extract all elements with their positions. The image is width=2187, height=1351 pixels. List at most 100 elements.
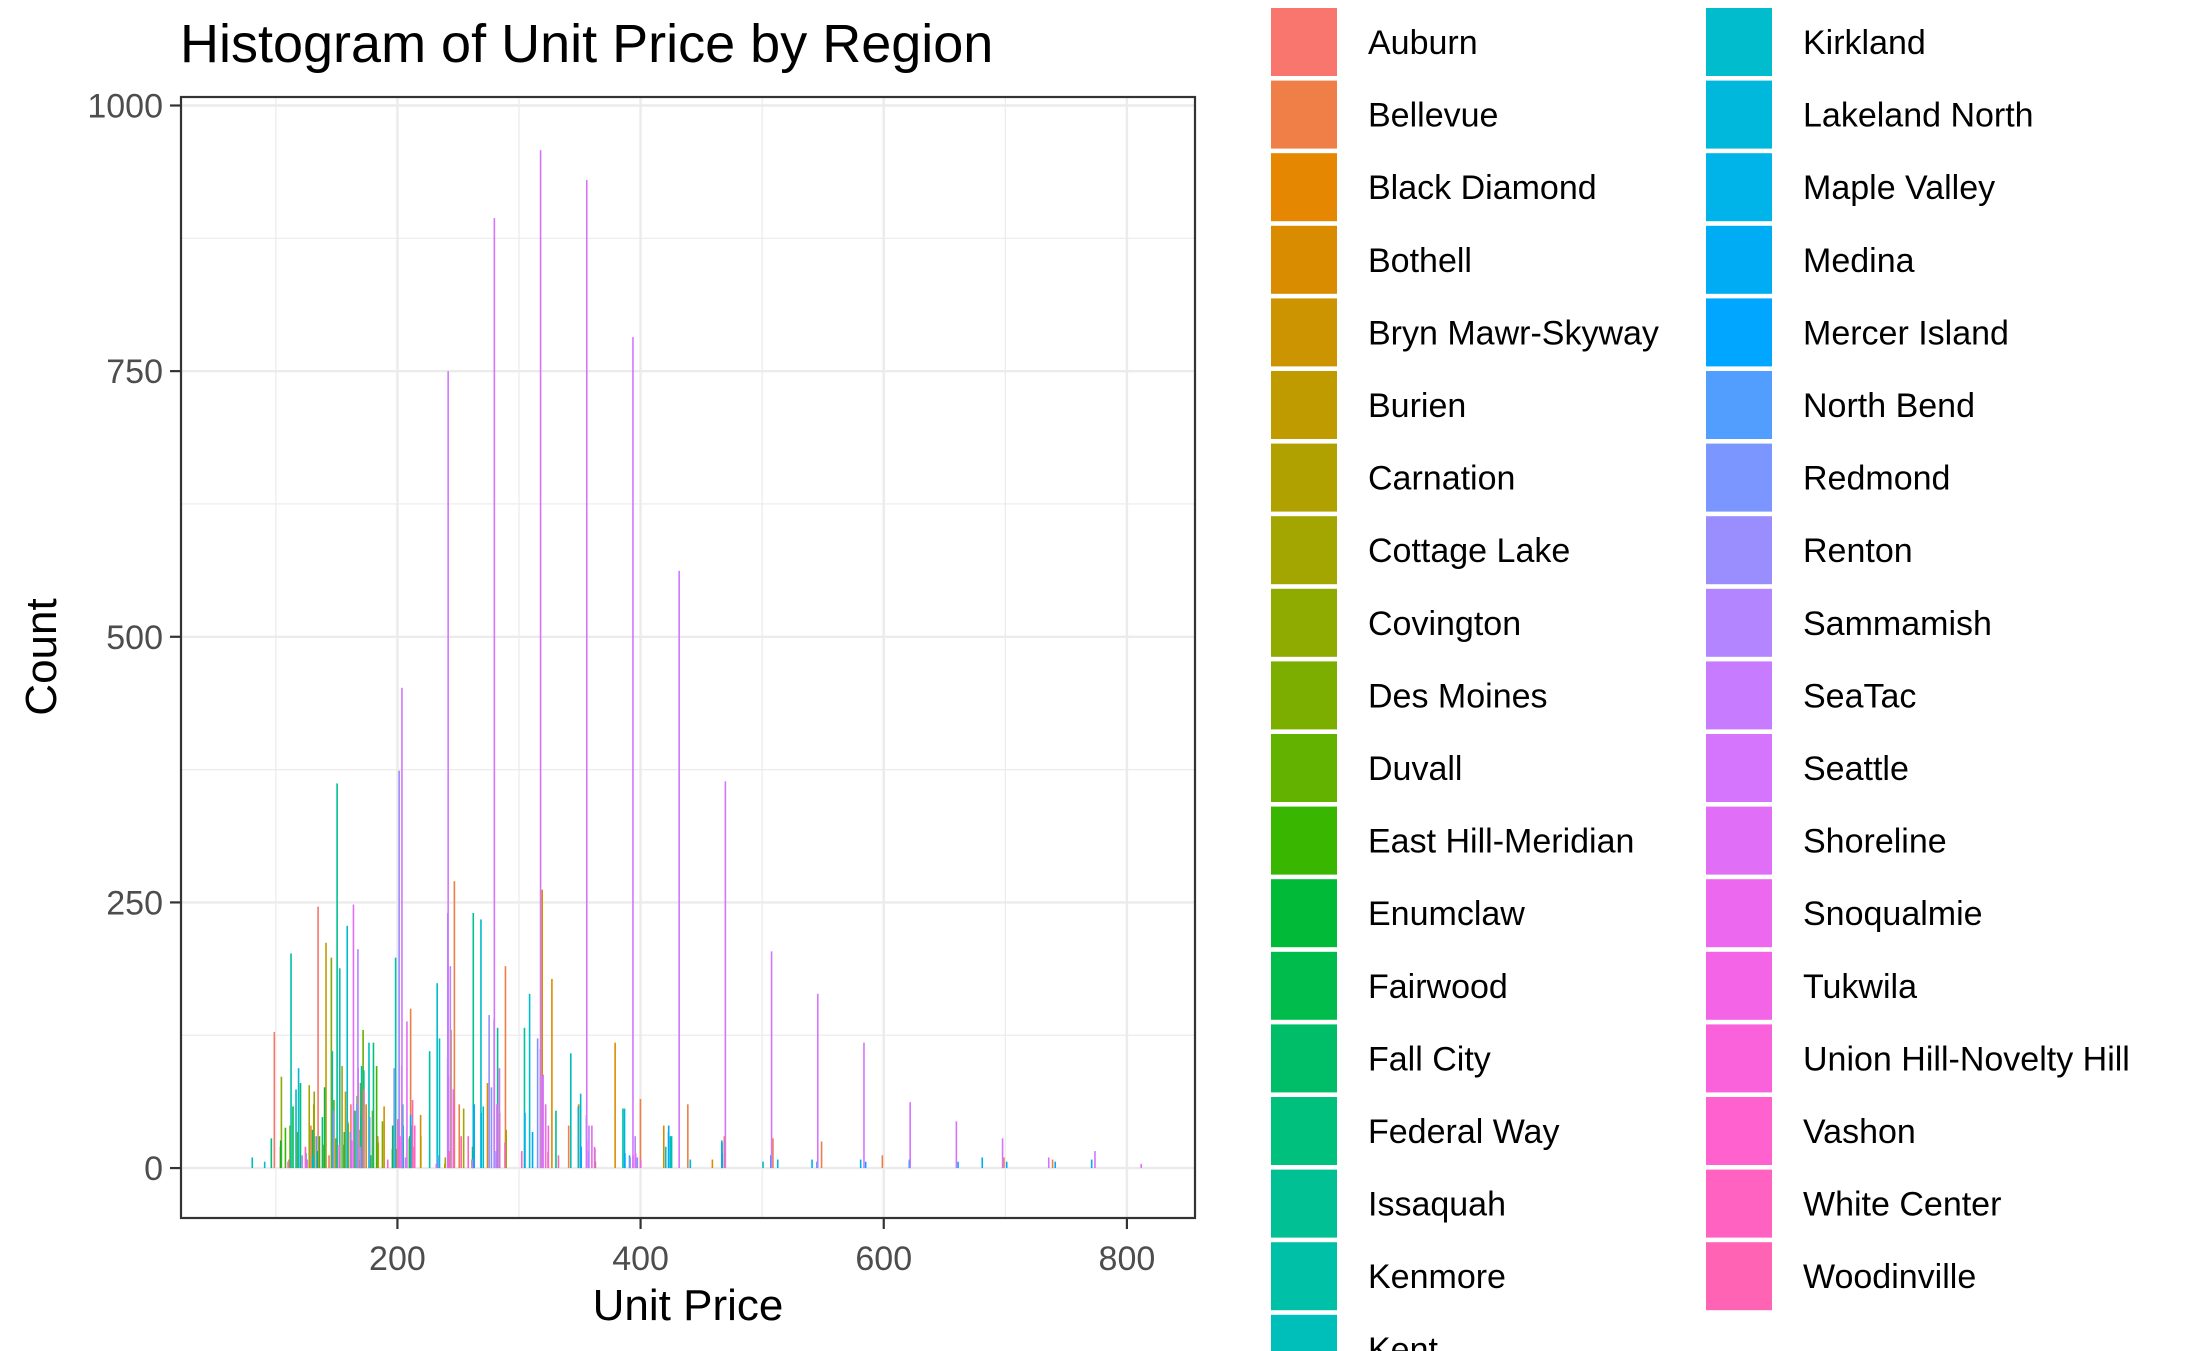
histogram-bar <box>467 1136 470 1169</box>
legend-key <box>1706 80 1772 149</box>
x-axis: 200 400 600 800 <box>369 1218 1155 1278</box>
legend-key <box>1271 1169 1337 1238</box>
histogram-bar <box>393 1068 395 1169</box>
legend-label: Fairwood <box>1368 968 1508 1006</box>
histogram-bar <box>567 1125 570 1169</box>
legend-key <box>1271 516 1337 585</box>
legend-label: Redmond <box>1803 460 1950 498</box>
histogram-bar <box>350 1140 353 1169</box>
histogram-bar <box>343 1131 346 1169</box>
legend-label: Mercer Island <box>1803 314 2009 352</box>
histogram-bar <box>639 1098 642 1169</box>
y-tick-label: 750 <box>106 353 163 391</box>
histogram-bar <box>306 1159 308 1169</box>
histogram-bar <box>368 1042 370 1169</box>
histogram-bar <box>480 919 482 1169</box>
histogram-bar <box>632 1155 634 1169</box>
legend-key <box>1706 1097 1772 1165</box>
histogram-bar <box>354 1110 356 1169</box>
legend-label: Fall City <box>1368 1040 1491 1078</box>
histogram-bar <box>263 1161 266 1169</box>
histogram-bar <box>377 1142 380 1169</box>
histogram-bar <box>365 1104 367 1169</box>
legend-label: Vashon <box>1803 1113 1916 1151</box>
histogram-bar <box>299 1083 302 1169</box>
histogram-bar <box>1051 1159 1054 1169</box>
legend-key <box>1706 879 1772 948</box>
histogram-bar <box>504 1142 506 1169</box>
histogram-bar <box>317 906 319 1169</box>
histogram-bar <box>369 1155 372 1169</box>
histogram-bar <box>288 1159 290 1169</box>
histogram-bar <box>622 1108 624 1169</box>
histogram-bar <box>395 1148 398 1169</box>
histogram-bar <box>480 1112 483 1169</box>
histogram-bar <box>308 1085 311 1169</box>
histogram-bar <box>678 570 680 1169</box>
legend-label: White Center <box>1803 1186 2001 1224</box>
legend-label: Duvall <box>1368 750 1462 788</box>
histogram-bar <box>323 1087 326 1169</box>
histogram-bar <box>289 1125 291 1169</box>
legend-key <box>1706 1169 1772 1238</box>
histogram-bar <box>399 1136 401 1169</box>
histogram-bar <box>292 1106 294 1169</box>
histogram-bar <box>472 913 475 1169</box>
histogram-bar <box>279 1140 282 1169</box>
histogram-bar <box>290 953 292 1169</box>
histogram-bar <box>312 1155 315 1169</box>
histogram-bar <box>711 1159 714 1169</box>
y-tick-label: 1000 <box>87 88 163 126</box>
histogram-bar <box>762 1161 764 1169</box>
legend-label: Cottage Lake <box>1368 532 1570 570</box>
histogram-bar <box>341 1066 343 1169</box>
legend-key <box>1706 951 1772 1020</box>
histogram-bar <box>859 1159 862 1169</box>
legend-label: East Hill-Meridian <box>1368 823 1634 861</box>
histogram-bar <box>776 1159 779 1169</box>
histogram-bar <box>957 1161 959 1169</box>
histogram-bar <box>662 1125 665 1169</box>
legend-key <box>1706 661 1772 730</box>
histogram-bar <box>523 1027 526 1169</box>
x-tick-label: 600 <box>855 1240 912 1278</box>
histogram-bar <box>669 1136 672 1169</box>
histogram-bar <box>864 1161 867 1169</box>
legend-label: North Bend <box>1803 387 1975 425</box>
histogram-bar <box>287 1161 289 1169</box>
histogram-bar <box>632 337 634 1169</box>
histogram-bar <box>1094 1151 1096 1169</box>
histogram-bar <box>624 1153 626 1169</box>
histogram-bar <box>435 1163 438 1169</box>
histogram-bar <box>1005 1161 1008 1169</box>
legend-label: Auburn <box>1368 24 1478 62</box>
histogram-bar <box>331 1051 334 1169</box>
histogram-bar <box>820 1141 823 1169</box>
histogram-bar <box>634 1153 637 1169</box>
legend-key <box>1271 1024 1337 1093</box>
histogram-bar <box>504 966 507 1169</box>
x-axis-title: Unit Price <box>593 1281 784 1330</box>
histogram-bar <box>452 1100 455 1169</box>
histogram-bar <box>524 1112 526 1169</box>
legend-key <box>1706 225 1772 294</box>
x-tick-label: 800 <box>1099 1240 1156 1278</box>
histogram-bar <box>349 1131 352 1169</box>
x-tick-label: 400 <box>612 1240 669 1278</box>
histogram-bar <box>881 1155 884 1169</box>
histogram-bar <box>482 1106 485 1169</box>
histogram-bar <box>357 1068 359 1169</box>
histogram-bar <box>273 1032 276 1169</box>
histogram-bar <box>863 1042 865 1169</box>
histogram-bar <box>664 1146 667 1169</box>
legend-label: Sammamish <box>1803 605 1992 643</box>
histogram-bar <box>955 1121 958 1169</box>
legend-key <box>1271 951 1337 1020</box>
histogram-bar <box>356 1104 358 1169</box>
histogram-bar <box>409 1136 411 1169</box>
histogram-bar <box>371 1110 374 1169</box>
histogram-bar <box>1090 1159 1093 1169</box>
legend-key <box>1271 8 1337 76</box>
histogram-bar <box>363 1089 365 1169</box>
histogram-bar <box>449 966 452 1169</box>
